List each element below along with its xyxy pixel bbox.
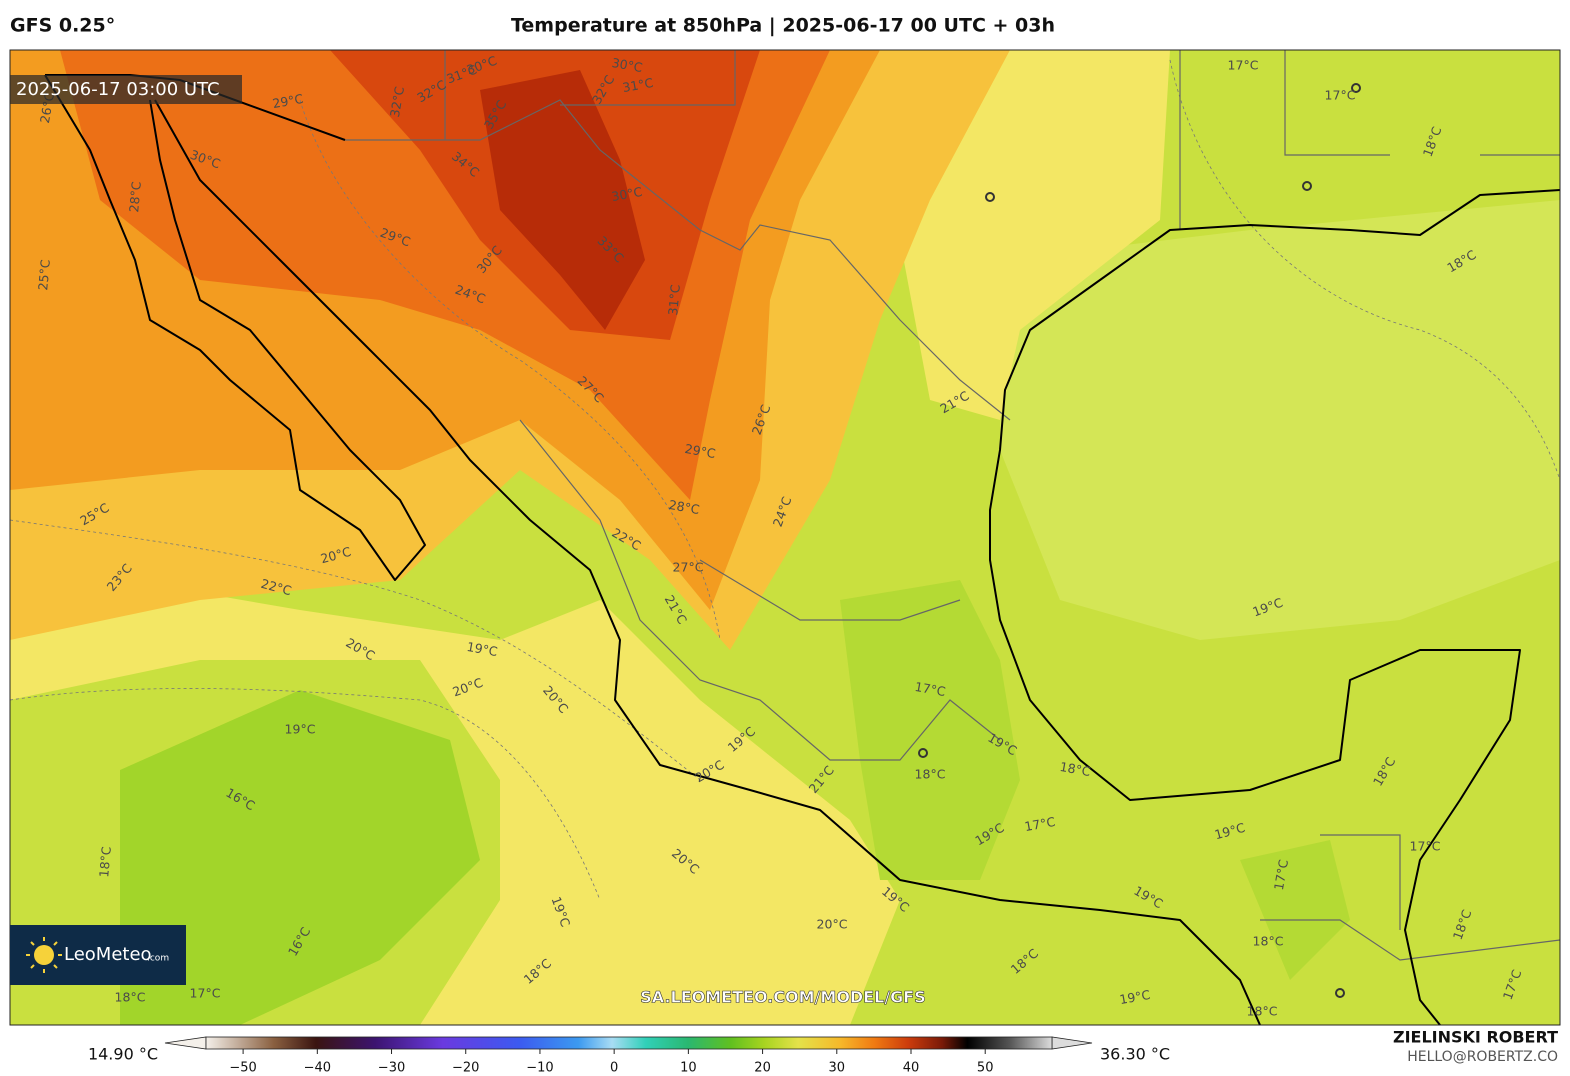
colorbar-tick-label: −30 xyxy=(378,1061,405,1076)
contour-label: 32°C xyxy=(387,85,407,118)
contour-label: 30°C xyxy=(611,55,644,75)
colorbar-tick-label: 30 xyxy=(829,1061,846,1076)
contour-label: 17°C xyxy=(914,679,947,699)
contour-label: 29°C xyxy=(271,91,304,111)
map-title: Temperature at 850hPa | 2025-06-17 00 UT… xyxy=(511,15,1055,37)
contour-label: 17°C xyxy=(1325,88,1356,103)
colorbar-max: 36.30 °C xyxy=(1100,1045,1170,1064)
contour-label: 19°C xyxy=(466,639,499,659)
author: ZIELINSKI ROBERT xyxy=(1393,1028,1558,1047)
logo-brand: LeoMeteo xyxy=(64,944,152,965)
contour-label: 27°C xyxy=(673,560,704,575)
contour-label: 18°C xyxy=(1253,934,1284,949)
contour-label: 18°C xyxy=(915,767,946,782)
contour-label: 17°C xyxy=(1271,858,1291,891)
colorbar-min: 14.90 °C xyxy=(88,1045,158,1064)
colorbar-tick-label: −10 xyxy=(526,1061,553,1076)
contour-label: 30°C xyxy=(610,184,643,204)
contour-label: 28°C xyxy=(668,497,701,517)
contour-label: 18°C xyxy=(115,990,146,1005)
temperature-field xyxy=(10,50,1560,1025)
contour-label: 17°C xyxy=(1228,58,1259,73)
colorbar-ticks: −50 −40 −30 −20 −10 0 10 20 30 40 50 xyxy=(229,1049,993,1076)
colorbar-tick-label: 0 xyxy=(610,1061,618,1076)
contour-label: 28°C xyxy=(126,181,144,213)
contour-label: 18°C xyxy=(1247,1004,1278,1019)
colorbar-tick-label: −20 xyxy=(452,1061,479,1076)
colorbar-tick-label: −50 xyxy=(229,1061,256,1076)
logo-sun xyxy=(34,945,54,965)
contour-label: 31°C xyxy=(621,75,654,95)
contour-label: 25°C xyxy=(35,259,53,291)
contour-label: 17°C xyxy=(190,986,221,1001)
map-frame xyxy=(9,49,1561,1026)
colorbar-right-arrow xyxy=(1051,1036,1093,1050)
contour-label: 18°C xyxy=(96,846,114,878)
colorbar-left-arrow xyxy=(164,1036,207,1050)
contour-label: 20°C xyxy=(817,917,848,932)
email: HELLO@ROBERTZ.CO xyxy=(1407,1049,1558,1065)
contour-label: 31°C xyxy=(665,284,683,316)
contour-label: 18°C xyxy=(1059,759,1092,779)
contour-label: 17°C xyxy=(1023,814,1056,834)
logo-rays xyxy=(26,937,62,973)
source-url: SA.LEOMETEO.COM/MODEL/GFS xyxy=(640,988,926,1007)
colorbar xyxy=(205,1036,1053,1050)
logo-suffix: .com xyxy=(147,954,169,964)
colorbar-tick-label: 20 xyxy=(754,1061,771,1076)
model-name: GFS 0.25° xyxy=(10,15,115,37)
colorbar-tick-label: 40 xyxy=(903,1061,920,1076)
colorbar-tick-label: 50 xyxy=(977,1061,994,1076)
contour-label: 19°C xyxy=(285,722,316,737)
colorbar-tick-label: 10 xyxy=(680,1061,697,1076)
colorbar-tick-label: −40 xyxy=(304,1061,331,1076)
contour-label: 17°C xyxy=(1410,839,1441,854)
valid-time: 2025-06-17 03:00 UTC xyxy=(16,79,220,100)
valid-time-box xyxy=(10,75,242,104)
contour-label: 19°C xyxy=(1118,987,1151,1007)
contour-label: 29°C xyxy=(684,441,717,461)
